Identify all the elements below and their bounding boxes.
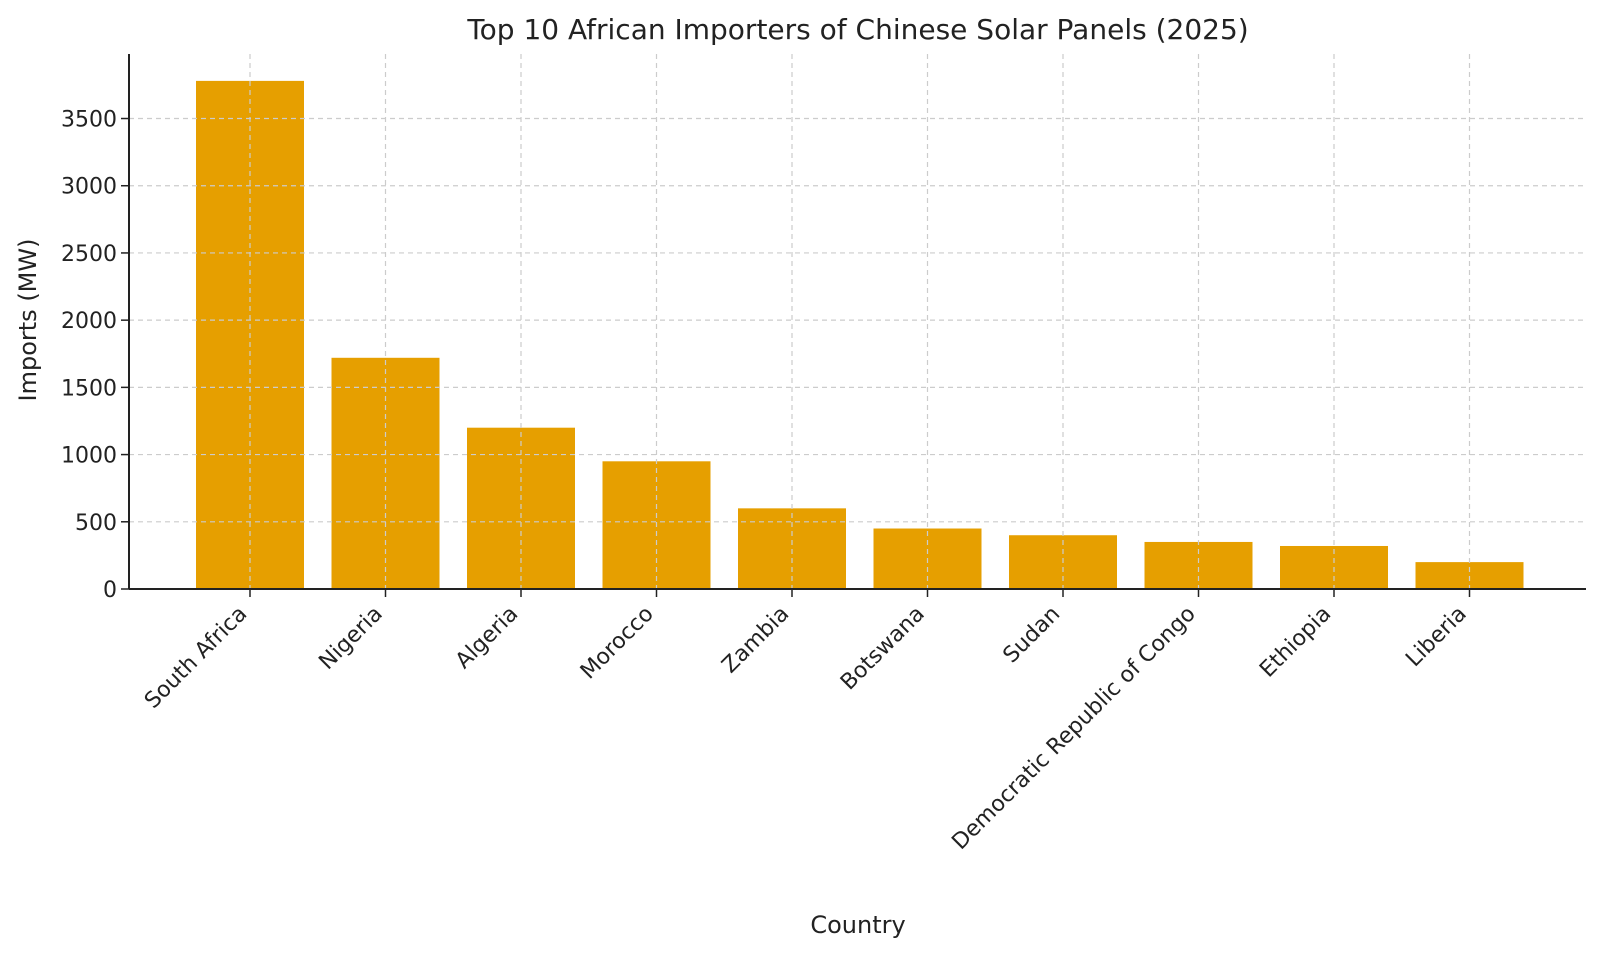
y-tick-label: 1000	[61, 444, 117, 469]
x-tick-label: Botswana	[836, 602, 930, 696]
chart-title: Top 10 African Importers of Chinese Sola…	[466, 13, 1248, 46]
x-tick-label: Zambia	[717, 602, 794, 679]
y-axis-ticks: 0 500 1000 1500 2000 2500 3000 3500	[61, 108, 129, 603]
y-axis-title: Imports (MW)	[14, 239, 42, 402]
x-axis-title: Country	[810, 911, 905, 939]
y-tick-label: 500	[75, 511, 117, 536]
bar	[331, 357, 440, 589]
x-tick-label: Liberia	[1401, 602, 1471, 672]
y-tick-label: 2000	[61, 309, 117, 334]
y-tick-label: 0	[103, 578, 117, 603]
x-tick-label: Algeria	[451, 602, 523, 674]
bar	[1415, 562, 1524, 589]
x-tick-label: Nigeria	[314, 602, 387, 675]
bar	[738, 508, 846, 589]
axes	[128, 54, 1586, 590]
x-tick-label: Democratic Republic of Congo	[947, 602, 1200, 855]
x-tick-label: Sudan	[999, 602, 1066, 669]
y-tick-label: 2500	[61, 242, 117, 267]
y-tick-label: 3500	[61, 108, 117, 133]
x-tick-label: South Africa	[140, 602, 252, 714]
grid-lines	[129, 54, 1586, 590]
y-tick-label: 1500	[61, 376, 117, 401]
x-tick-label: Ethiopia	[1255, 602, 1336, 683]
x-tick-label: Morocco	[576, 602, 659, 685]
y-tick-label: 3000	[61, 175, 117, 200]
x-axis-ticks: South Africa Nigeria Algeria Morocco Zambia B…	[140, 589, 1472, 855]
bars	[196, 80, 1524, 589]
